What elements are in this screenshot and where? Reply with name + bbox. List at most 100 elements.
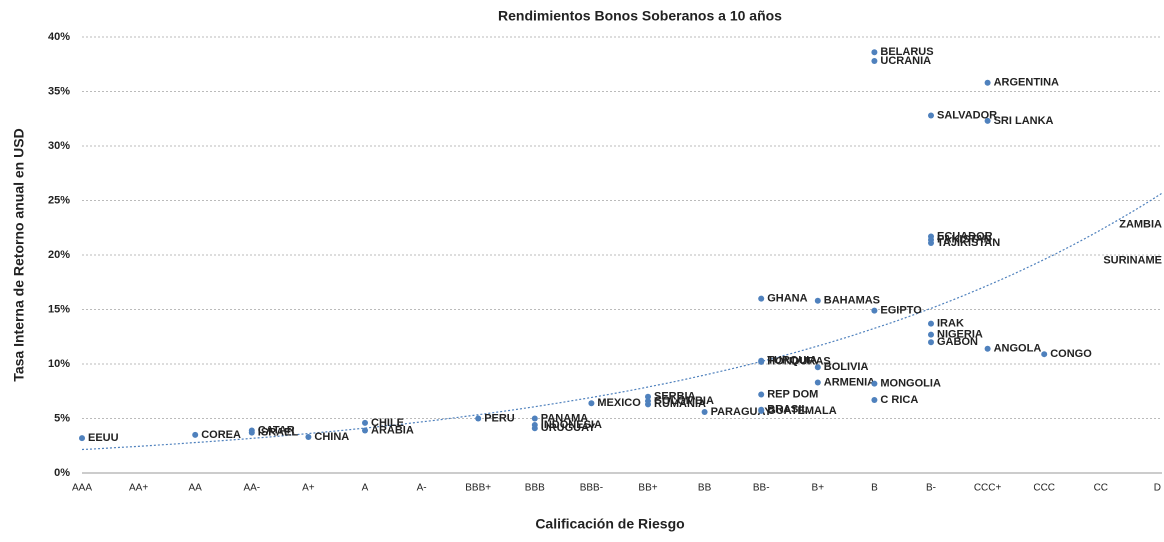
x-tick-label: A <box>362 483 369 494</box>
point <box>871 396 878 403</box>
point <box>758 391 765 398</box>
point <box>928 320 934 327</box>
point-label: RUMANIA <box>654 398 706 410</box>
point <box>758 295 765 302</box>
point-label: COLOMBIA <box>654 395 714 407</box>
x-tick-label: AA <box>189 483 203 494</box>
point <box>588 400 595 407</box>
point <box>305 434 312 441</box>
point <box>871 307 878 314</box>
point-label: GABON <box>937 336 978 348</box>
point-label: BELARUS <box>880 46 933 58</box>
point <box>871 49 878 56</box>
point-label: UCRANIA <box>880 55 931 67</box>
y-tick-label: 35% <box>48 85 70 97</box>
y-tick-label: 15% <box>48 303 70 315</box>
point-label: GHANA <box>767 293 807 305</box>
point <box>645 393 651 400</box>
point-label: PAKISTAN <box>937 234 992 246</box>
point-label: SURINAME <box>1103 254 1162 266</box>
y-tick-label: 20% <box>48 249 70 261</box>
point-label: URUGUAY <box>541 422 596 434</box>
point-label: SALVADOR <box>937 109 997 121</box>
point <box>79 435 85 442</box>
x-tick-label: AAA <box>72 483 92 494</box>
chart-title: Rendimientos Bonos Soberanos a 10 años <box>498 8 782 24</box>
point-label: BAHAMAS <box>824 295 880 307</box>
point <box>871 380 878 387</box>
x-tick-label: D <box>1154 483 1161 494</box>
point <box>701 408 708 415</box>
point <box>814 364 821 371</box>
y-tick-label: 0% <box>54 467 70 479</box>
point-label: GUATEMALA <box>767 405 837 417</box>
point <box>531 415 538 422</box>
point-label: ISRAEL <box>258 427 299 439</box>
point <box>928 240 934 247</box>
y-tick-label: 5% <box>54 412 70 424</box>
point <box>984 345 991 352</box>
point-label: MEXICO <box>597 397 641 409</box>
y-tick-label: 40% <box>48 31 70 43</box>
point <box>928 339 934 346</box>
point <box>1041 351 1048 358</box>
point <box>192 431 199 438</box>
point-label: CHILE <box>371 417 404 429</box>
x-tick-label: BB- <box>753 483 770 494</box>
x-tick-label: CCC+ <box>974 483 1002 494</box>
point <box>928 331 934 338</box>
x-tick-label: BB <box>698 483 712 494</box>
point-label: PANAMA <box>541 412 589 424</box>
y-tick-label: 25% <box>48 194 70 206</box>
point-label: NIGERIA <box>937 328 983 340</box>
point-label: ARABIA <box>371 424 414 436</box>
point-label: ARGENTINA <box>994 77 1059 89</box>
point <box>984 79 991 86</box>
y-tick-label: 10% <box>48 358 70 370</box>
x-tick-label: BBB <box>525 483 545 494</box>
point <box>645 398 651 405</box>
point <box>984 117 991 124</box>
point-label: EEUU <box>88 432 119 444</box>
point-label: BOLIVIA <box>824 361 869 373</box>
point <box>362 419 368 426</box>
point-label: PARAGUAY <box>711 406 773 418</box>
point <box>758 358 765 365</box>
x-tick-label: A- <box>417 483 427 494</box>
point <box>531 425 538 432</box>
point-label: SRI LANKA <box>994 115 1054 127</box>
point-label: SERBIA <box>654 391 696 403</box>
point <box>871 57 878 64</box>
point <box>814 297 821 304</box>
point-label: ANGOLA <box>994 343 1042 355</box>
y-tick-label: 30% <box>48 140 70 152</box>
point-label: HONDURAS <box>767 356 831 368</box>
point-label: BRASIL <box>767 404 808 416</box>
x-tick-label: BBB+ <box>465 483 491 494</box>
point-label: CHINA <box>314 431 349 443</box>
point-label: PERU <box>484 412 515 424</box>
point <box>362 427 368 434</box>
y-axis-title: Tasa Interna de Retorno anual en USD <box>11 128 27 381</box>
x-tick-label: B <box>871 483 878 494</box>
point-label: ZAMBIA <box>1119 218 1162 230</box>
x-tick-label: B- <box>926 483 936 494</box>
point-label: CONGO <box>1050 348 1092 360</box>
point-label: MONGOLIA <box>880 378 941 390</box>
x-tick-label: AA+ <box>129 483 148 494</box>
point-label: C RICA <box>880 394 918 406</box>
x-tick-label: B+ <box>812 483 825 494</box>
x-tick-label: AA- <box>243 483 260 494</box>
point-label: COREA <box>201 429 241 441</box>
point-label: IRAK <box>937 318 964 330</box>
point-label: ECUADOR <box>937 230 993 242</box>
x-tick-label: CCC <box>1033 483 1055 494</box>
trendline <box>81 192 1163 451</box>
point-label: REP DOM <box>767 388 818 400</box>
point-label: TAJIKISTAN <box>937 237 1000 249</box>
point <box>814 379 821 386</box>
x-tick-label: BB+ <box>638 483 657 494</box>
x-tick-label: BBB- <box>580 483 603 494</box>
point <box>475 415 482 422</box>
point-label: CATAR <box>258 424 295 436</box>
